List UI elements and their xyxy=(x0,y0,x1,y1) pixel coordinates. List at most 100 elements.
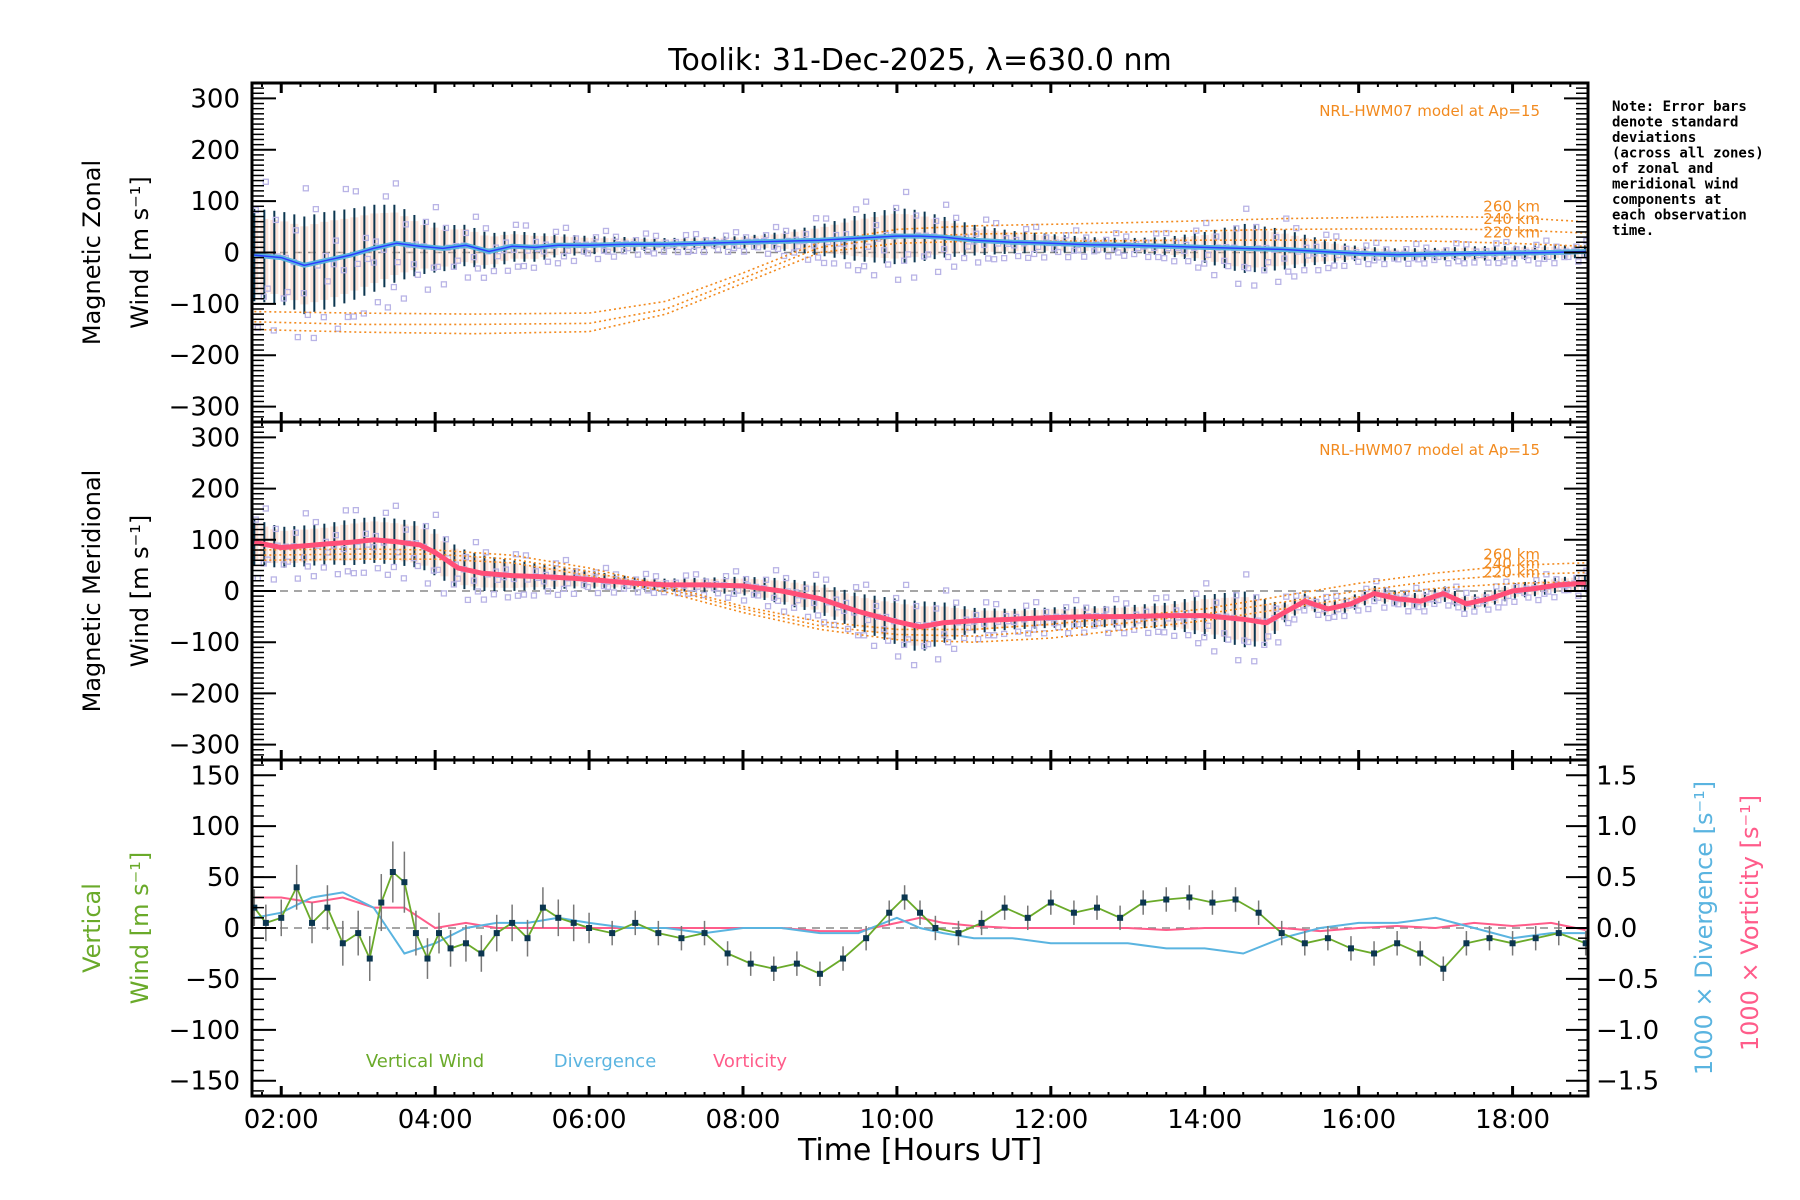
scatter-point xyxy=(682,572,690,579)
scatter-point xyxy=(512,551,520,558)
y-label-line2: Wind [m s⁻¹] xyxy=(126,176,154,328)
model-curve-260-km xyxy=(254,548,1586,631)
scatter-point xyxy=(594,589,602,597)
y2-tick-label: −1.0 xyxy=(1596,1016,1659,1046)
plot-area xyxy=(252,178,1588,342)
scatter-point xyxy=(490,591,498,598)
vertical-wind-point xyxy=(609,930,616,937)
vertical-wind-point xyxy=(324,904,331,911)
scatter-point xyxy=(1391,600,1398,607)
scatter-point xyxy=(1285,268,1292,275)
vertical-wind-point xyxy=(436,930,443,937)
x-tick-label: 12:00 xyxy=(1013,1105,1088,1135)
scatter-point xyxy=(442,536,450,543)
scatter-point xyxy=(310,573,317,580)
scatter-point xyxy=(394,259,402,266)
vertical-wind-point xyxy=(1163,896,1170,903)
vertical-wind-point xyxy=(309,919,316,926)
scatter-point xyxy=(822,215,830,222)
scatter-point xyxy=(852,584,860,591)
scatter-point xyxy=(1485,606,1492,613)
scatter-point xyxy=(1161,629,1168,636)
scatter-point xyxy=(990,256,998,263)
scatter-point xyxy=(794,243,802,250)
scatter-point xyxy=(390,283,398,291)
y2-label-vorticity: 1000 × Vorticity [s⁻¹] xyxy=(1736,795,1764,1051)
scatter-point xyxy=(1291,273,1298,280)
scatter-point xyxy=(732,568,740,575)
scatter-point xyxy=(974,259,982,266)
scatter-point xyxy=(810,242,818,249)
scatter-point xyxy=(682,231,690,239)
scatter-point xyxy=(572,235,580,242)
vertical-wind-point xyxy=(955,930,962,937)
scatter-point xyxy=(414,271,422,278)
scatter-point xyxy=(1221,630,1228,637)
vertical-wind-point xyxy=(1255,909,1262,916)
scatter-point xyxy=(1501,258,1508,265)
vertical-wind-point xyxy=(886,909,893,916)
scatter-point xyxy=(1423,588,1430,595)
chart-title: Toolik: 31-Dec-2025, λ=630.0 nm xyxy=(667,43,1171,78)
scatter-point xyxy=(1415,603,1422,611)
scatter-point xyxy=(830,621,838,629)
scatter-point xyxy=(342,185,350,193)
scatter-point xyxy=(660,248,668,255)
vertical-wind-point xyxy=(539,904,546,911)
scatter-point xyxy=(410,554,418,562)
scatter-point xyxy=(440,590,448,597)
scatter-point xyxy=(350,570,358,577)
vertical-wind-point xyxy=(1394,940,1401,947)
scatter-point xyxy=(764,603,772,610)
scatter-point xyxy=(924,251,932,258)
scatter-point xyxy=(822,576,830,583)
scatter-point xyxy=(1395,601,1402,608)
scatter-point xyxy=(1001,254,1008,262)
scatter-point xyxy=(1105,629,1112,637)
y-tick-label: 0 xyxy=(223,577,240,607)
scatter-point xyxy=(1195,640,1202,647)
scatter-point xyxy=(1205,622,1212,629)
scatter-point xyxy=(1105,253,1112,260)
scatter-point xyxy=(522,552,530,559)
scatter-point xyxy=(652,232,660,240)
scatter-point xyxy=(880,247,888,254)
vertical-wind-point xyxy=(339,940,346,947)
scatter-point xyxy=(940,631,948,638)
scatter-point xyxy=(332,532,339,539)
scatter-point xyxy=(354,543,362,550)
scatter-point xyxy=(400,575,408,582)
y-label-line2: Wind [m s⁻¹] xyxy=(126,515,154,667)
scatter-point xyxy=(292,227,299,234)
vertical-wind-point xyxy=(570,919,577,926)
divergence-line xyxy=(254,891,1586,955)
scatter-point xyxy=(774,597,782,605)
scatter-point xyxy=(330,261,337,268)
vertical-wind-point xyxy=(816,970,823,977)
scatter-point xyxy=(422,522,430,530)
scatter-point xyxy=(1243,205,1250,212)
scatter-point xyxy=(390,563,398,571)
scatter-point xyxy=(684,590,692,597)
scatter-point xyxy=(1071,622,1078,629)
scatter-point xyxy=(480,596,488,603)
y-label-line2: Wind [m s⁻¹] xyxy=(126,852,154,1004)
scatter-point xyxy=(410,261,418,268)
x-tick-label: 02:00 xyxy=(244,1105,319,1135)
scatter-point xyxy=(1233,592,1240,599)
scatter-point xyxy=(1265,633,1272,640)
scatter-point xyxy=(1363,585,1370,592)
scatter-point xyxy=(830,260,838,267)
scatter-point xyxy=(570,257,578,265)
scatter-point xyxy=(872,602,880,610)
scatter-point xyxy=(810,599,818,607)
scatter-point xyxy=(382,193,390,200)
vertical-wind-point xyxy=(1047,899,1054,906)
y-tick-label: −150 xyxy=(169,1067,240,1097)
scatter-point xyxy=(604,583,612,590)
scatter-point xyxy=(1293,592,1300,599)
scatter-point xyxy=(504,594,512,601)
scatter-point xyxy=(1421,260,1428,267)
scatter-point xyxy=(932,217,940,225)
scatter-point xyxy=(1113,595,1120,603)
